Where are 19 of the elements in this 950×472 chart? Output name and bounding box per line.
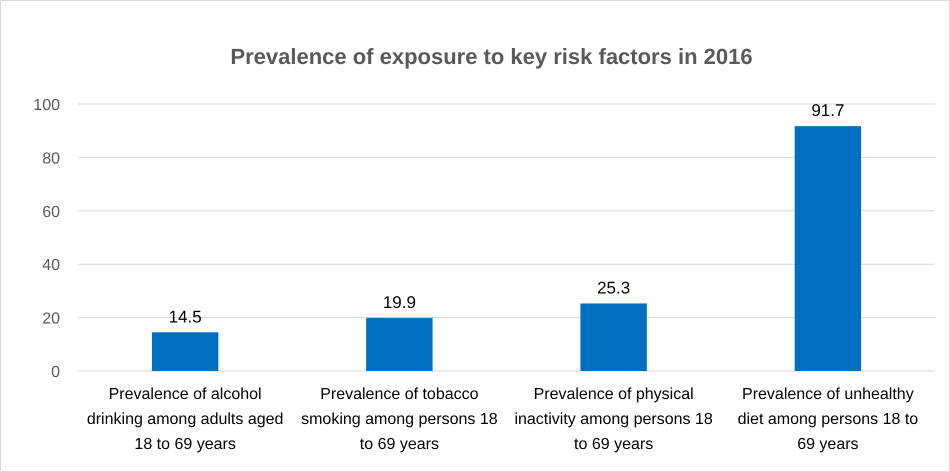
x-tick-label: Prevalence of tobacco smoking among persons 18 to 69 years xyxy=(301,386,498,453)
x-tick-label: Prevalence of unhealthy diet among persons 18 to 69 years xyxy=(738,386,918,453)
chart-title: Prevalence of exposure to key risk factors in 2016 xyxy=(230,44,753,69)
y-tick-label: 80 xyxy=(42,150,60,168)
bar xyxy=(794,126,862,371)
y-tick-label: 100 xyxy=(33,97,60,114)
data-label: 91.7 xyxy=(811,101,844,120)
data-label: 19.9 xyxy=(382,292,416,312)
bar xyxy=(366,318,433,371)
y-tick-label: 60 xyxy=(42,204,60,221)
x-tick-label: Prevalence of alcohol drinking among adults aged 18 to 69 years xyxy=(86,386,284,453)
bar xyxy=(152,332,218,371)
y-tick-label: 20 xyxy=(42,310,60,328)
y-tick-label: 0 xyxy=(51,364,60,381)
y-tick-label: 40 xyxy=(42,257,60,274)
data-label: 14.5 xyxy=(168,307,202,326)
data-label: 25.3 xyxy=(597,278,630,298)
x-tick-label: Prevalence of physical inactivity among persons 18 to 69 years xyxy=(514,386,713,453)
bar xyxy=(580,303,647,371)
